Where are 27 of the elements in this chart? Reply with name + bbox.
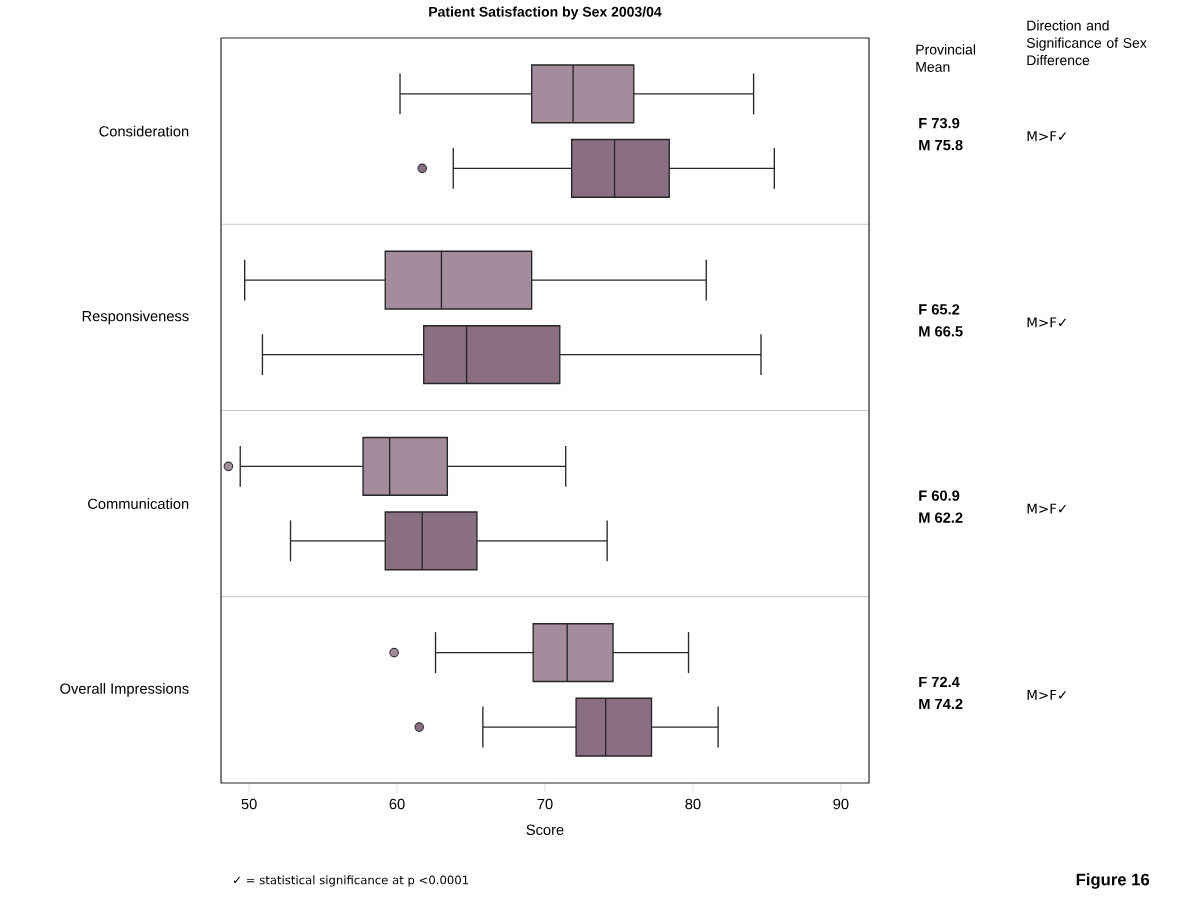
x-axis-title: Score xyxy=(526,824,564,835)
x-tick-label: 90 xyxy=(833,798,849,810)
text: Provincial Mean xyxy=(916,44,976,72)
text: M>F✓ xyxy=(1027,131,1066,142)
text: F 73.9 xyxy=(919,117,960,129)
y-tick-label: Communication xyxy=(88,498,189,509)
y-tick-label: Overall Impressions xyxy=(60,683,189,697)
text: M>F✓ xyxy=(1027,689,1066,700)
x-tick-label: 80 xyxy=(685,798,701,810)
text: M 62.2 xyxy=(919,512,963,523)
text: M 66.5 xyxy=(919,326,963,337)
text: M 75.8 xyxy=(919,139,963,151)
text: F 72.4 xyxy=(919,676,960,687)
text: ✓ = statistical significance at p <0.0001 xyxy=(234,875,469,887)
x-tick-label: 60 xyxy=(389,798,405,810)
text: M>F✓ xyxy=(1027,317,1066,328)
x-tick-label: 50 xyxy=(241,798,257,810)
text: F 60.9 xyxy=(919,490,960,501)
text: F 65.2 xyxy=(919,304,960,315)
text: M>F✓ xyxy=(1027,503,1066,514)
y-tick-label: Consideration xyxy=(99,125,189,137)
y-tick-label: Responsiveness xyxy=(82,310,189,325)
text: Direction and Significance of Sex Difference xyxy=(1026,20,1147,66)
caption: Figure 16 xyxy=(1076,873,1150,889)
x-tick-label: 70 xyxy=(537,798,553,810)
text: M 74.2 xyxy=(919,698,963,709)
chart-title: Patient Satisfaction by Sex 2003/04 xyxy=(429,6,662,20)
